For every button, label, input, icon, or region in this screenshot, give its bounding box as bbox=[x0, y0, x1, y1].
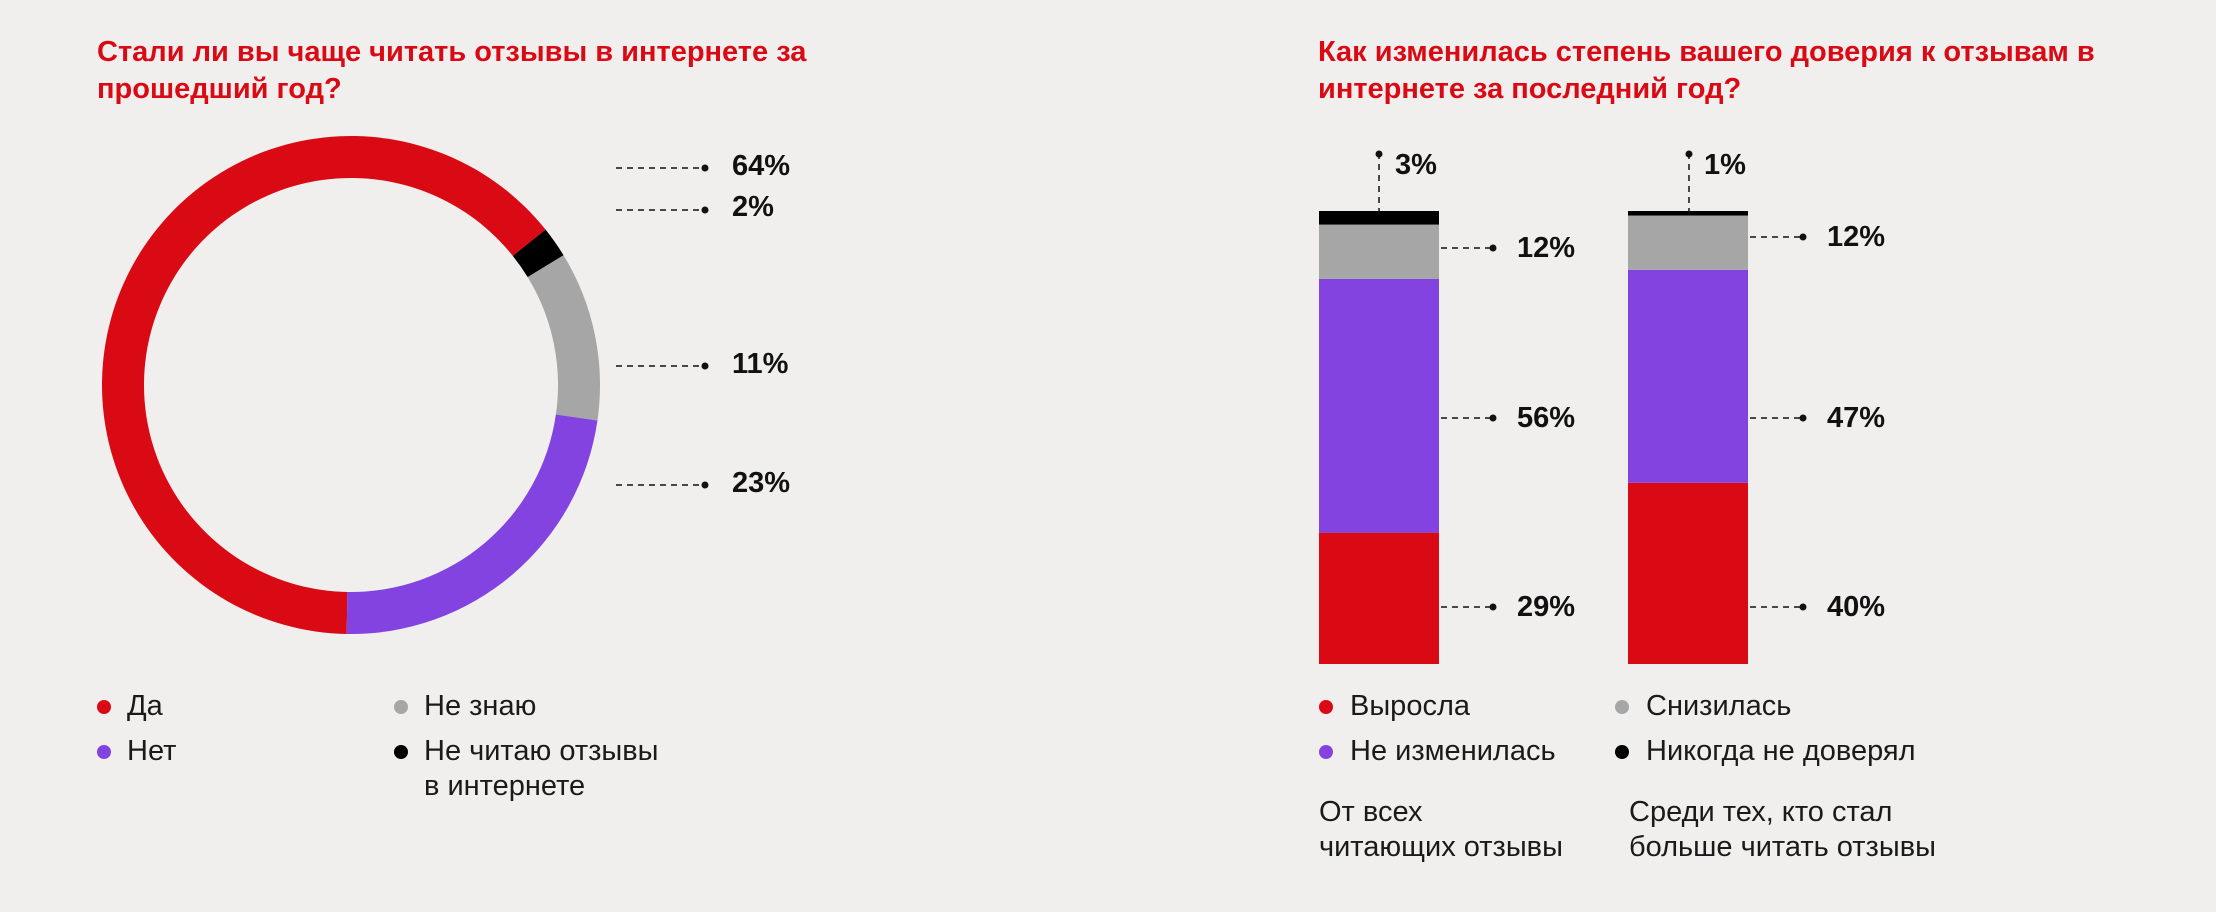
bar1-segment-unchanged bbox=[1319, 278, 1439, 533]
donut-chart bbox=[101, 135, 709, 634]
donut-chart-title: Стали ли вы чаще читать отзывы в интерне… bbox=[97, 36, 807, 105]
bar1-category-line2: читающих отзывы bbox=[1319, 831, 1563, 863]
donut-label-yes: 64% bbox=[732, 150, 791, 182]
donut-leader-dot bbox=[701, 164, 709, 172]
legend-item-yes: Да bbox=[127, 690, 163, 722]
bar2-segment-decreased bbox=[1628, 215, 1748, 270]
bar1-segment-grew bbox=[1319, 532, 1439, 664]
bar-leader-dot bbox=[1799, 603, 1807, 611]
legend-dot-unchanged bbox=[1319, 745, 1333, 759]
bar2-category-line2: больше читать отзывы bbox=[1629, 831, 1936, 863]
legend-dot-no bbox=[97, 745, 111, 759]
legend-dot-yes bbox=[97, 700, 111, 714]
bar-leader-dot bbox=[1489, 414, 1497, 422]
bar-leader-dot bbox=[1375, 150, 1383, 158]
donut-leader-dot bbox=[701, 362, 709, 370]
bar2-label-decreased: 12% bbox=[1827, 221, 1886, 253]
bar1-label-unchanged: 56% bbox=[1517, 402, 1576, 434]
bar2-segment-unchanged bbox=[1628, 269, 1748, 483]
bar1-label-grew: 29% bbox=[1517, 591, 1576, 623]
legend-item-dont-know: Не знаю bbox=[424, 690, 537, 722]
legend-item-grew: Выросла bbox=[1350, 690, 1470, 722]
bar2-segment-grew bbox=[1628, 482, 1748, 664]
legend-dot-never bbox=[1615, 745, 1629, 759]
donut-slice-no bbox=[346, 414, 598, 634]
bar2-category-label: Среди тех, кто стал больше читать отзывы bbox=[1629, 795, 1936, 865]
bar-chart-title: Как изменилась степень вашего доверия к … bbox=[1318, 36, 2095, 105]
legend-item-no: Нет bbox=[127, 735, 177, 767]
donut-label-no-read: 2% bbox=[732, 191, 774, 223]
bar1-label-decreased: 12% bbox=[1517, 232, 1576, 264]
bar-leader-dot bbox=[1489, 603, 1497, 611]
legend-item-decreased: Снизилась bbox=[1646, 690, 1792, 722]
legend-dot-grew bbox=[1319, 700, 1333, 714]
donut-leader-dot bbox=[701, 481, 709, 489]
legend-item-no-read-line2: в интернете bbox=[424, 770, 586, 802]
donut-label-no: 23% bbox=[732, 467, 791, 499]
bar1-segment-never bbox=[1319, 211, 1439, 225]
legend-item-unchanged: Не изменилась bbox=[1350, 735, 1556, 767]
legend-item-no-read-line1: Не читаю отзывы bbox=[424, 735, 659, 767]
bar2-category-line1: Среди тех, кто стал bbox=[1629, 796, 1893, 828]
bar2-label-unchanged: 47% bbox=[1827, 402, 1886, 434]
bar1-label-never: 3% bbox=[1395, 149, 1437, 181]
donut-slice-no-read bbox=[512, 229, 564, 278]
bar-leader-dot bbox=[1489, 244, 1497, 252]
donut-label-dont-know: 11% bbox=[732, 348, 789, 380]
legend-item-no-read: Не читаю отзывы в интернете bbox=[424, 734, 659, 804]
bar-leader-dot bbox=[1799, 233, 1807, 241]
donut-leader-dot bbox=[701, 206, 709, 214]
bar1-category-line1: От всех bbox=[1319, 796, 1423, 828]
bar1-category-label: От всех читающих отзывы bbox=[1319, 795, 1563, 865]
legend-dot-decreased bbox=[1615, 700, 1629, 714]
legend-item-never: Никогда не доверял bbox=[1646, 735, 1916, 767]
bar2-segment-never bbox=[1628, 211, 1748, 216]
bar-leader-dot bbox=[1799, 414, 1807, 422]
legend-dot-no-read bbox=[394, 745, 408, 759]
bar2-label-grew: 40% bbox=[1827, 591, 1886, 623]
donut-slice-dont-know bbox=[527, 255, 600, 421]
bar2-label-never: 1% bbox=[1704, 149, 1746, 181]
bar-leader-dot bbox=[1685, 150, 1693, 158]
legend-dot-dont-know bbox=[394, 700, 408, 714]
bar1-segment-decreased bbox=[1319, 224, 1439, 279]
